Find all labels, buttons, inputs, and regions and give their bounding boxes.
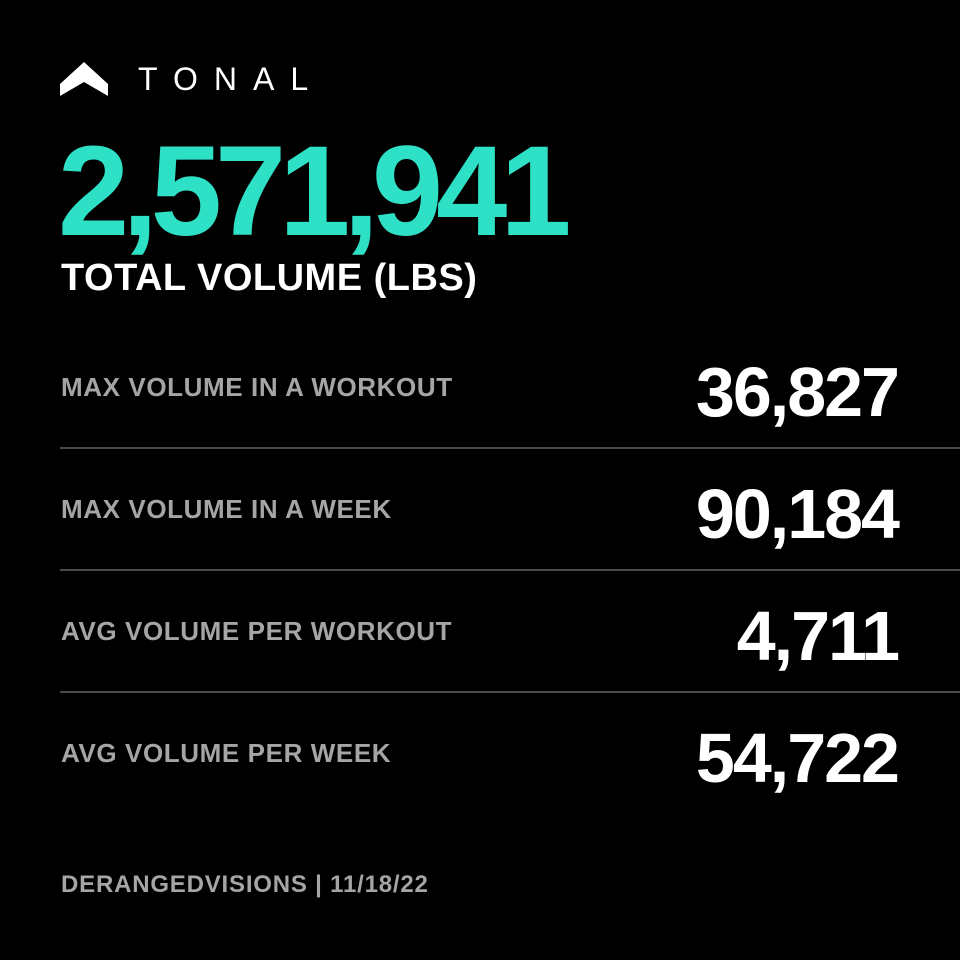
- stat-value: 90,184: [695, 475, 900, 553]
- brand-name: TONAL: [138, 61, 325, 97]
- stat-row-max-workout: MAX VOLUME IN A WORKOUT 36,827: [60, 327, 960, 449]
- brand-header: TONAL: [60, 62, 324, 96]
- stat-label: MAX VOLUME IN A WORKOUT: [61, 372, 453, 402]
- total-volume-value: 2,571,941: [58, 120, 571, 263]
- stat-label: MAX VOLUME IN A WEEK: [61, 494, 392, 524]
- tonal-logo-icon: [60, 62, 108, 96]
- stat-label: AVG VOLUME PER WORKOUT: [61, 616, 453, 646]
- stat-label: AVG VOLUME PER WEEK: [61, 738, 392, 768]
- stat-row-max-week: MAX VOLUME IN A WEEK 90,184: [60, 449, 960, 571]
- stat-value: 54,722: [695, 719, 900, 797]
- stat-value: 4,711: [736, 597, 900, 675]
- stat-row-avg-week: AVG VOLUME PER WEEK 54,722: [60, 693, 960, 815]
- stat-row-avg-workout: AVG VOLUME PER WORKOUT 4,711: [60, 571, 960, 693]
- footer-credit: DERANGEDVISIONS | 11/18/22: [61, 871, 429, 898]
- stats-list: MAX VOLUME IN A WORKOUT 36,827 MAX VOLUM…: [60, 327, 960, 815]
- stat-value: 36,827: [695, 353, 900, 431]
- total-volume-label: TOTAL VOLUME (LBS): [61, 257, 478, 299]
